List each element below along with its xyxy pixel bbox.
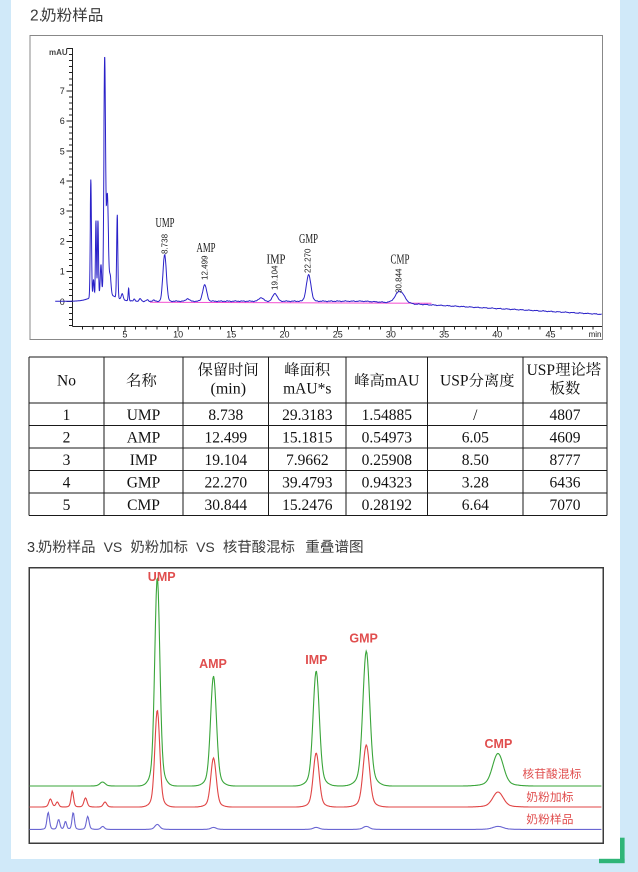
svg-text:30: 30: [386, 330, 396, 340]
svg-text:2: 2: [63, 429, 71, 446]
svg-text:39.4793: 39.4793: [282, 474, 333, 491]
svg-text:29.3183: 29.3183: [282, 407, 333, 424]
svg-text:UMP: UMP: [148, 570, 176, 584]
svg-text:2.: 2.: [30, 7, 43, 24]
svg-text:8.50: 8.50: [462, 452, 489, 469]
svg-text:19.104: 19.104: [204, 452, 247, 469]
svg-text:3.: 3.: [27, 540, 39, 556]
svg-text:22.270: 22.270: [304, 248, 313, 273]
svg-text:(min): (min): [211, 380, 247, 397]
svg-text:/: /: [473, 407, 478, 424]
svg-text:20: 20: [279, 330, 289, 340]
svg-text:8777: 8777: [550, 452, 581, 469]
svg-text:VS: VS: [196, 539, 215, 555]
svg-text:4: 4: [63, 474, 71, 491]
svg-text:5: 5: [60, 146, 65, 156]
svg-text:CMP: CMP: [391, 251, 410, 266]
svg-text:19.104: 19.104: [271, 265, 280, 290]
svg-text:15.2476: 15.2476: [282, 497, 333, 514]
svg-text:0: 0: [60, 297, 65, 307]
svg-text:5: 5: [122, 330, 127, 340]
svg-text:AMP: AMP: [127, 429, 161, 446]
svg-text:USP: USP: [527, 362, 555, 379]
svg-text:6436: 6436: [550, 474, 581, 491]
svg-text:IMP: IMP: [305, 653, 327, 667]
svg-text:30.844: 30.844: [395, 268, 404, 293]
svg-text:6: 6: [60, 116, 65, 126]
svg-text:3: 3: [60, 207, 65, 217]
svg-text:12.499: 12.499: [201, 255, 210, 280]
svg-text:USP: USP: [440, 373, 468, 390]
svg-text:4609: 4609: [550, 429, 581, 446]
svg-text:10: 10: [173, 330, 183, 340]
svg-text:mAU: mAU: [385, 373, 419, 390]
svg-text:4807: 4807: [550, 407, 581, 424]
svg-text:1: 1: [63, 407, 71, 424]
svg-text:3.28: 3.28: [462, 474, 489, 491]
svg-text:AMP: AMP: [197, 240, 216, 255]
svg-text:7.9662: 7.9662: [286, 452, 329, 469]
svg-text:GMP: GMP: [127, 474, 161, 491]
svg-text:mAU*s: mAU*s: [283, 380, 331, 397]
svg-text:AMP: AMP: [199, 657, 227, 671]
svg-text:No: No: [57, 373, 76, 390]
svg-text:VS: VS: [104, 539, 123, 555]
svg-text:CMP: CMP: [485, 737, 513, 751]
svg-text:12.499: 12.499: [204, 429, 247, 446]
svg-text:IMP: IMP: [130, 452, 158, 469]
svg-text:min: min: [589, 330, 602, 339]
svg-text:25: 25: [333, 330, 343, 340]
svg-text:1.54885: 1.54885: [362, 407, 413, 424]
svg-text:UMP: UMP: [127, 407, 161, 424]
svg-text:6.64: 6.64: [462, 497, 489, 514]
svg-text:0.28192: 0.28192: [362, 497, 412, 514]
svg-text:3: 3: [63, 452, 71, 469]
svg-text:0.25908: 0.25908: [362, 452, 413, 469]
svg-text:40: 40: [492, 330, 502, 340]
svg-text:0.54973: 0.54973: [362, 429, 413, 446]
svg-text:GMP: GMP: [349, 632, 377, 646]
svg-text:15: 15: [226, 330, 236, 340]
svg-text:2: 2: [60, 237, 65, 247]
svg-text:GMP: GMP: [299, 231, 318, 246]
svg-text:4: 4: [60, 176, 65, 186]
svg-text:mAU: mAU: [49, 48, 68, 57]
svg-text:7070: 7070: [550, 497, 581, 514]
svg-text:8.738: 8.738: [208, 407, 243, 424]
svg-text:45: 45: [545, 330, 555, 340]
svg-text:15.1815: 15.1815: [282, 429, 333, 446]
svg-text:1: 1: [60, 267, 65, 277]
svg-text:0.94323: 0.94323: [362, 474, 413, 491]
svg-text:IMP: IMP: [267, 251, 286, 266]
svg-text:22.270: 22.270: [204, 474, 247, 491]
svg-text:5: 5: [63, 497, 71, 514]
svg-text:7: 7: [60, 86, 65, 96]
svg-text:6.05: 6.05: [462, 429, 489, 446]
svg-text:35: 35: [439, 330, 449, 340]
svg-text:8.738: 8.738: [161, 233, 170, 254]
svg-text:30.844: 30.844: [204, 497, 247, 514]
svg-text:CMP: CMP: [127, 497, 160, 514]
svg-text:UMP: UMP: [156, 215, 175, 230]
